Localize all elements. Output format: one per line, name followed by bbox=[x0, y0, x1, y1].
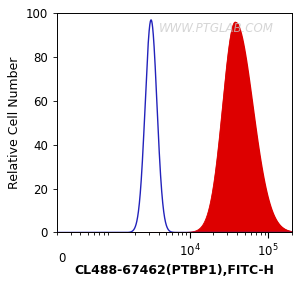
Y-axis label: Relative Cell Number: Relative Cell Number bbox=[8, 57, 21, 189]
Text: 0: 0 bbox=[58, 252, 65, 265]
Text: WWW.PTGLAB.COM: WWW.PTGLAB.COM bbox=[159, 22, 274, 35]
X-axis label: CL488-67462(PTBP1),FITC-H: CL488-67462(PTBP1),FITC-H bbox=[74, 264, 274, 277]
